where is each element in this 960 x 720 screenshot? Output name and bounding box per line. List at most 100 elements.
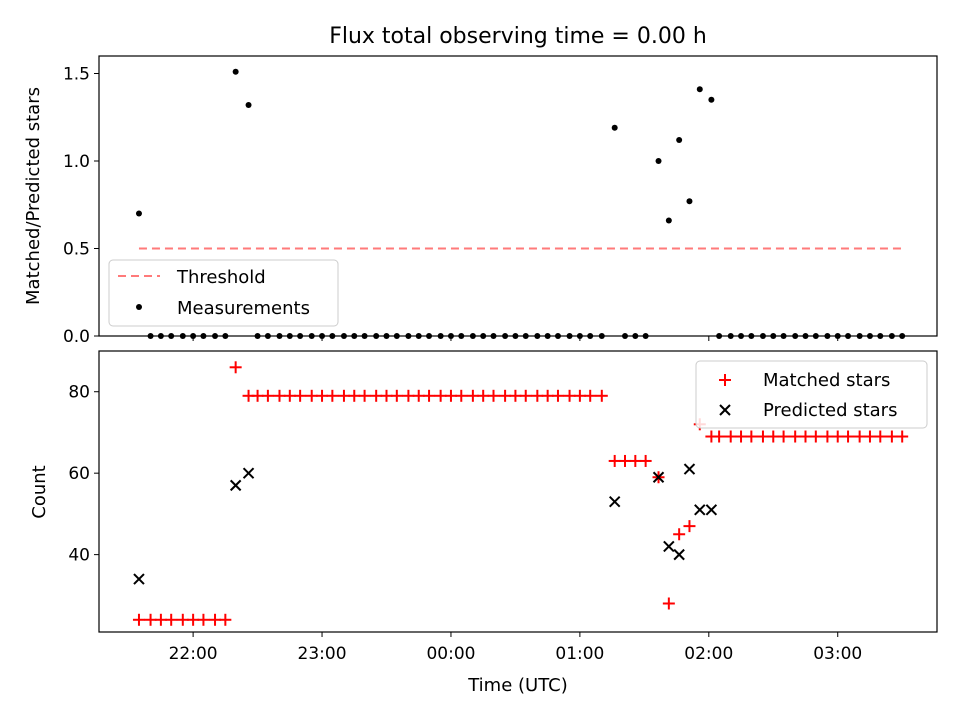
predicted-star-point — [683, 463, 696, 475]
matched-star-point — [444, 389, 457, 402]
matched-star-point — [477, 389, 490, 402]
matched-star-point — [541, 389, 554, 402]
matched-star-point — [283, 389, 296, 402]
legend-predicted-swatch — [719, 404, 731, 416]
measurement-point — [655, 158, 662, 164]
x-axis-label: Time (UTC) — [467, 675, 568, 696]
matched-star-point — [380, 389, 393, 402]
matched-star-point — [573, 389, 586, 402]
matched-star-point — [466, 389, 479, 402]
measurement-point — [232, 68, 239, 75]
bottom-legend-box — [695, 360, 928, 429]
matched-star-point — [219, 613, 232, 626]
matched-star-point — [756, 430, 769, 443]
matched-star-point — [423, 389, 436, 402]
bottom-y-ticks: 40 60 80 — [68, 383, 99, 566]
matched-star-point — [896, 430, 909, 443]
measurement-point — [696, 86, 703, 93]
matched-star-point — [209, 613, 222, 626]
predicted-star-point — [663, 540, 675, 553]
matched-star-point — [683, 520, 696, 533]
matched-star-point — [229, 361, 242, 374]
matched-star-point — [842, 430, 855, 443]
bottom-legend: Matched stars Predicted stars — [695, 360, 928, 429]
matched-star-point — [821, 430, 834, 443]
predicted-star-point — [652, 471, 665, 483]
legend-measurements-swatch — [136, 304, 142, 310]
matched-star-point — [724, 430, 737, 443]
bottom-y-tick-label: 40 — [68, 546, 90, 566]
bottom-y-axis-label: Count — [29, 465, 50, 518]
measurement-point — [135, 210, 142, 217]
matched-star-point — [863, 430, 876, 443]
bottom-x-ticks: 22:00 23:00 00:00 01:00 02:00 03:00 — [169, 632, 862, 664]
matched-star-point — [412, 389, 425, 402]
matched-star-point — [745, 430, 758, 443]
x-tick-label: 03:00 — [813, 644, 862, 664]
matched-star-point — [608, 454, 621, 467]
matched-star-point — [595, 389, 608, 402]
matched-star-point — [390, 389, 403, 402]
bottom-y-tick-label: 60 — [68, 464, 90, 484]
matched-star-point — [885, 430, 898, 443]
matched-star-point — [662, 597, 675, 610]
measurement-point — [245, 102, 252, 108]
matched-star-point — [809, 430, 822, 443]
matched-star-point — [519, 389, 532, 402]
matched-star-point — [402, 389, 415, 402]
predicted-star-point — [673, 548, 685, 561]
matched-star-point — [673, 528, 686, 541]
matched-star-point — [531, 389, 544, 402]
matched-star-point — [337, 389, 350, 402]
matched-star-point — [154, 613, 167, 626]
x-tick-label: 22:00 — [169, 644, 218, 664]
predicted-star-point — [694, 504, 706, 516]
measurement-point — [686, 198, 693, 205]
bottom-axes: 40 60 80 22:00 23:00 00:00 01:00 02:00 03:00 Co… — [29, 350, 938, 696]
matched-star-point — [305, 389, 318, 402]
top-x-ticks — [192, 336, 839, 341]
matched-star-point — [853, 430, 866, 443]
x-tick-label: 00:00 — [426, 644, 475, 664]
measurement-point — [665, 217, 672, 224]
matched-star-point — [735, 430, 748, 443]
top-chart-title: Flux total observing time = 0.00 h — [329, 24, 707, 49]
predicted-star-point — [133, 573, 145, 585]
matched-star-point — [144, 613, 157, 626]
legend-measurements-label: Measurements — [177, 298, 310, 319]
measurement-point — [676, 137, 683, 143]
bottom-y-tick-label: 80 — [68, 383, 90, 403]
x-tick-label: 02:00 — [684, 644, 733, 664]
matched-star-point — [629, 454, 642, 467]
matched-star-point — [370, 389, 383, 402]
predicted-star-point — [608, 495, 621, 508]
matched-star-point — [251, 389, 264, 402]
matched-star-point — [197, 613, 210, 626]
matched-star-point — [619, 454, 632, 467]
matched-star-point — [874, 430, 887, 443]
matched-star-point — [273, 389, 286, 402]
legend-matched-swatch — [719, 374, 731, 386]
matched-star-point — [358, 389, 371, 402]
matched-star-point — [713, 430, 726, 443]
matched-star-point — [639, 454, 652, 467]
matched-star-point — [551, 389, 564, 402]
matched-star-point — [789, 430, 802, 443]
matched-star-point — [799, 430, 812, 443]
matched-star-point — [509, 389, 522, 402]
top-y-tick-label: 1.0 — [63, 152, 90, 172]
top-y-ticks: 0.0 0.5 1.0 1.5 — [63, 65, 99, 347]
legend-matched-label: Matched stars — [763, 370, 890, 391]
matched-star-point — [563, 389, 576, 402]
matched-star-point — [187, 613, 200, 626]
bottom-axes-frame — [98, 350, 938, 633]
matched-star-point — [132, 613, 145, 626]
x-tick-label: 23:00 — [298, 644, 347, 664]
matched-star-point — [499, 389, 512, 402]
matched-star-point — [831, 430, 844, 443]
top-y-tick-label: 0.0 — [63, 327, 90, 347]
matched-star-point — [294, 389, 307, 402]
top-y-tick-label: 0.5 — [63, 240, 90, 260]
